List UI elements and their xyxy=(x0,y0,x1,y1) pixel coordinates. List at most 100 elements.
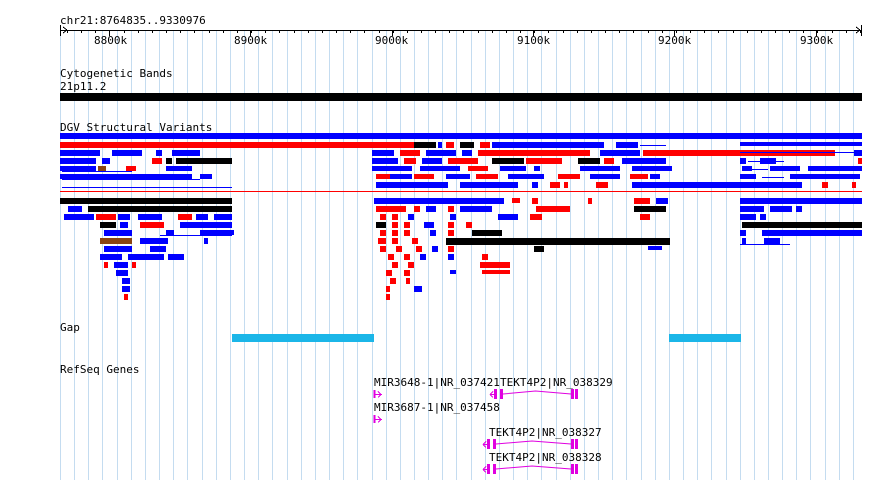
dgv-variant xyxy=(372,150,394,156)
dgv-variant xyxy=(380,214,386,220)
dgv-variant xyxy=(632,182,802,188)
dgv-variant xyxy=(740,142,862,146)
dgv-variant xyxy=(460,182,518,188)
dgv-variant xyxy=(526,158,562,164)
dgv-variant xyxy=(386,270,392,276)
ruler-arrow xyxy=(62,26,68,31)
dgv-variant xyxy=(500,166,526,171)
dgv-variant xyxy=(176,158,232,164)
dgv-variant xyxy=(492,150,590,156)
dgv-variant xyxy=(466,222,472,228)
dgv-variant xyxy=(596,182,608,188)
dgv-variant xyxy=(200,230,234,235)
refseq-feature xyxy=(482,466,487,470)
dgv-variant xyxy=(448,158,478,164)
refseq-feature-label[interactable]: MIR3648-1|NR_037421 xyxy=(374,376,500,389)
dgv-variant xyxy=(386,286,390,292)
refseq-feature-label[interactable]: TEKT4P2|NR_038328 xyxy=(489,451,602,464)
dgv-variant xyxy=(124,294,128,300)
dgv-variant xyxy=(446,174,470,179)
dgv-variant xyxy=(630,174,648,179)
dgv-variant xyxy=(102,158,110,164)
dgv-variant xyxy=(60,166,96,171)
dgv-variant xyxy=(790,174,860,179)
dgv-variant xyxy=(588,198,592,204)
refseq-feature xyxy=(377,391,382,395)
dgv-variant xyxy=(742,222,862,228)
dgv-variant xyxy=(414,286,422,292)
dgv-variant xyxy=(98,166,106,171)
dgv-variant xyxy=(468,166,488,171)
dgv-variant xyxy=(376,174,390,179)
dgv-variant xyxy=(740,174,756,179)
dgv-variant xyxy=(372,158,398,164)
cytoband-bar xyxy=(60,93,862,101)
dgv-variant xyxy=(392,230,398,236)
dgv-variant xyxy=(578,158,600,164)
dgv-variant xyxy=(740,230,746,236)
ruler-arrow xyxy=(855,26,861,31)
dgv-variant xyxy=(400,150,420,156)
dgv-variant xyxy=(128,254,164,260)
ruler-tick-label: 8800k xyxy=(94,34,128,47)
dgv-variant xyxy=(558,174,580,179)
dgv-variant xyxy=(420,166,460,171)
dgv-variant xyxy=(742,238,746,244)
dgv-variant xyxy=(408,262,414,268)
track-title-dgv[interactable]: DGV Structural Variants xyxy=(60,121,213,134)
refseq-feature-label[interactable]: MIR3687-1|NR_037458 xyxy=(374,401,500,414)
dgv-variant xyxy=(412,238,418,244)
dgv-variant xyxy=(740,214,756,220)
dgv-variant xyxy=(762,230,862,236)
dgv-variant xyxy=(392,222,398,228)
dgv-variant xyxy=(376,222,386,228)
ruler-arrow xyxy=(62,29,68,34)
track-title-gap[interactable]: Gap xyxy=(60,321,80,334)
dgv-variant xyxy=(446,142,454,148)
dgv-variant xyxy=(760,214,766,220)
dgv-variant xyxy=(180,222,232,228)
dgv-variant xyxy=(200,174,212,179)
dgv-variant xyxy=(796,206,802,212)
refseq-feature-label[interactable]: TEKT4P2|NR_038329 xyxy=(500,376,613,389)
dgv-variant xyxy=(122,278,130,284)
ruler-arrow xyxy=(855,29,861,34)
dgv-variant xyxy=(534,166,540,171)
dgv-variant xyxy=(564,182,568,188)
refseq-exon xyxy=(487,439,490,449)
dgv-variant xyxy=(450,214,456,220)
refseq-exon xyxy=(493,464,496,474)
refseq-exon xyxy=(571,439,574,449)
dgv-variant xyxy=(424,222,434,228)
dgv-variant xyxy=(764,238,780,244)
dgv-variant xyxy=(616,142,638,148)
dgv-variant xyxy=(390,174,412,179)
dgv-variant xyxy=(400,142,414,148)
dgv-variant xyxy=(492,142,604,148)
dgv-variant xyxy=(376,182,448,188)
dgv-variant xyxy=(404,270,410,276)
dgv-variant xyxy=(64,214,94,220)
dgv-variant xyxy=(600,150,640,156)
dgv-variant xyxy=(448,206,454,212)
dgv-variant xyxy=(118,214,130,220)
dgv-variant xyxy=(104,246,132,252)
dgv-variant xyxy=(408,214,414,220)
refseq-intron xyxy=(495,440,572,445)
dgv-variant xyxy=(60,133,862,139)
dgv-variant xyxy=(100,222,116,228)
dgv-variant xyxy=(580,166,620,171)
refseq-exon xyxy=(494,389,497,399)
track-title-cytoband[interactable]: Cytogenetic Bands xyxy=(60,67,173,80)
dgv-variant xyxy=(472,230,502,236)
track-title-refseq[interactable]: RefSeq Genes xyxy=(60,363,140,376)
dgv-variant xyxy=(656,198,668,204)
dgv-variant xyxy=(643,150,835,156)
dgv-variant xyxy=(404,254,410,260)
refseq-feature-label[interactable]: TEKT4P2|NR_038327 xyxy=(489,426,602,439)
dgv-variant xyxy=(140,222,164,228)
dgv-variant xyxy=(104,230,132,236)
dgv-variant xyxy=(648,246,662,250)
